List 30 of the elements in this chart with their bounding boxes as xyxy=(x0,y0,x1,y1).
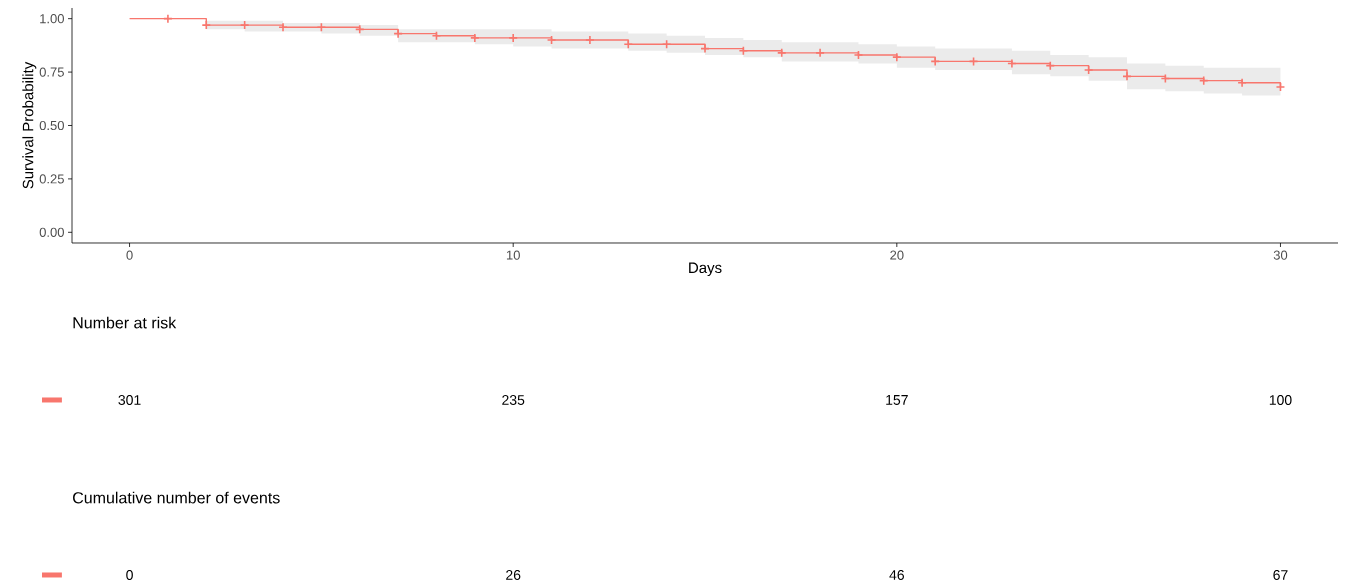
data-label: 235 xyxy=(502,395,525,405)
point xyxy=(1237,77,1247,88)
data-label: 67 xyxy=(1273,570,1288,580)
data-label: 26 xyxy=(506,570,521,580)
data-label: 100 xyxy=(1269,395,1292,405)
y-tick-label: 0.50 xyxy=(39,120,64,131)
data-label: 157 xyxy=(886,395,908,405)
y-tick-label: 0.00 xyxy=(39,227,64,237)
x-tick-label: 10 xyxy=(506,250,520,260)
text: Number at risk xyxy=(73,316,177,329)
y-tick-label: 1.00 xyxy=(40,14,64,24)
point xyxy=(815,48,825,58)
point xyxy=(201,20,212,30)
x-tick-label: 0 xyxy=(126,250,133,260)
y-axis-title: Survival Probability xyxy=(22,61,37,189)
text: Cumulative number of events xyxy=(73,491,280,504)
point xyxy=(508,33,518,43)
x-tick-label: 20 xyxy=(890,250,904,260)
point xyxy=(892,52,902,62)
point xyxy=(585,35,595,45)
point xyxy=(470,33,480,43)
x-axis-title: Days xyxy=(689,262,722,277)
y-tick-label: 0.25 xyxy=(39,174,64,184)
data-label: 301 xyxy=(118,395,141,405)
data-label: 46 xyxy=(889,570,904,580)
point xyxy=(776,48,787,58)
point xyxy=(278,22,288,33)
y-tick-label: 0.75 xyxy=(39,67,64,77)
x-tick-label: 30 xyxy=(1273,250,1288,260)
data-label: 0 xyxy=(126,570,133,580)
